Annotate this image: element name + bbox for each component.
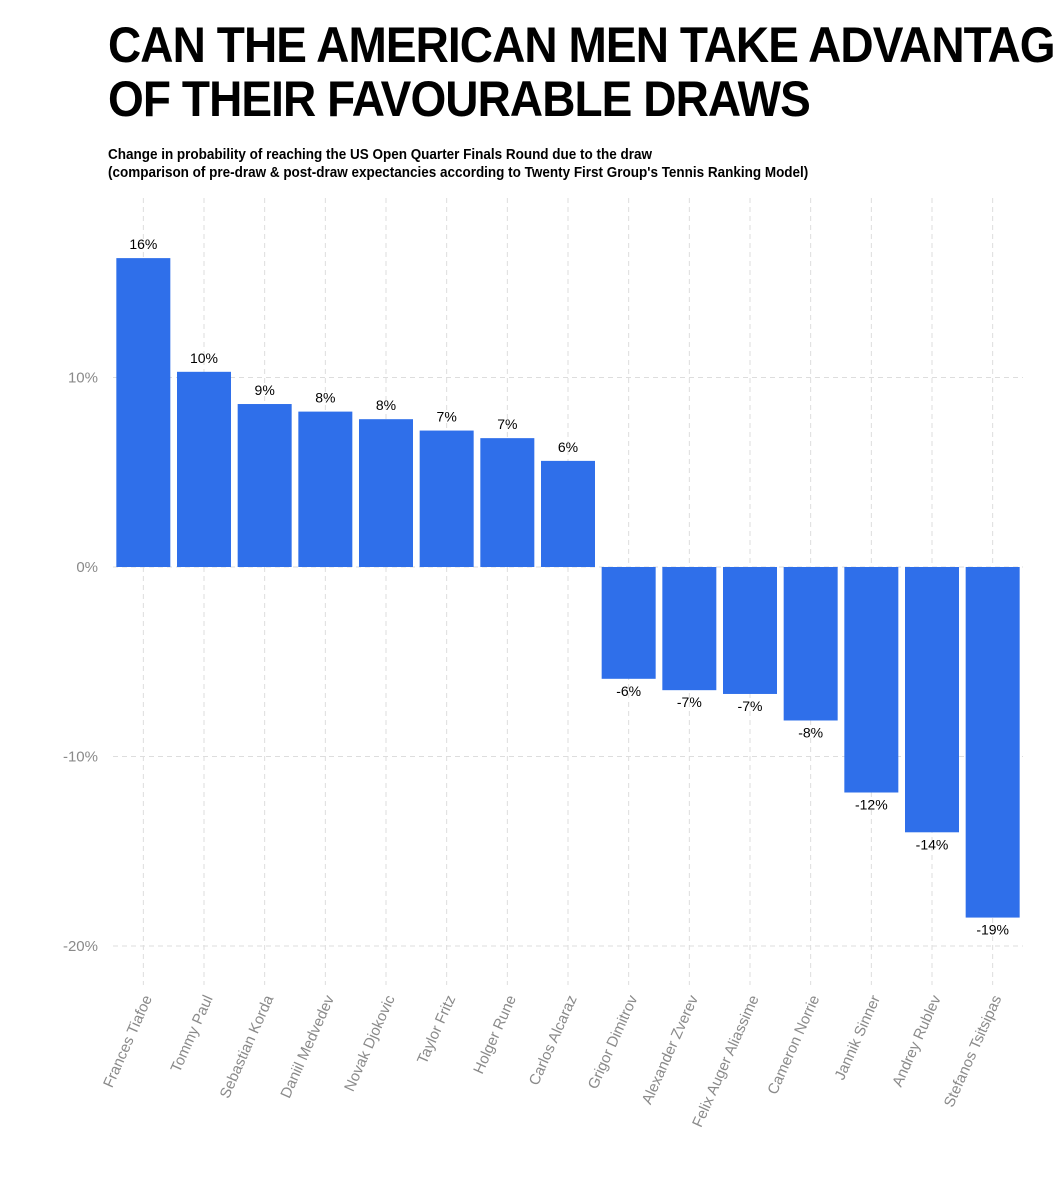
title-line-1: CAN THE AMERICAN MEN TAKE ADVANTAGE	[108, 17, 1053, 73]
x-tick-label: Frances Tiafoe	[100, 993, 156, 1091]
chart-title: CAN THE AMERICAN MEN TAKE ADVANTAGE OF T…	[108, 17, 1053, 127]
bar	[177, 371, 231, 567]
bar	[359, 419, 413, 567]
data-label: 7%	[437, 409, 457, 425]
x-tick-label: Cameron Norrie	[764, 993, 823, 1097]
bar	[844, 567, 899, 793]
x-tick-label: Alexander Zverev	[639, 992, 703, 1107]
data-label: 10%	[190, 350, 218, 366]
bar	[783, 567, 838, 721]
x-tick-label: Novak Djokovic	[341, 992, 399, 1094]
y-tick-label: 10%	[68, 370, 98, 387]
data-label: -7%	[677, 694, 702, 710]
x-tick-label: Carlos Alcaraz	[526, 993, 581, 1088]
data-label: 8%	[315, 390, 335, 406]
chart-subtitle: Change in probability of reaching the US…	[108, 146, 945, 182]
data-label: 6%	[558, 439, 578, 455]
data-label: -8%	[798, 724, 823, 740]
data-label: 9%	[255, 382, 275, 398]
x-tick-label: Sebastian Korda	[217, 992, 278, 1101]
bar	[723, 567, 777, 694]
y-tick-label: 0%	[76, 559, 98, 576]
x-tick-label: Holger Rune	[470, 993, 520, 1077]
y-tick-label: -10%	[63, 749, 98, 766]
bar	[237, 404, 292, 567]
data-label: -19%	[976, 922, 1009, 938]
bar	[480, 438, 535, 567]
bar	[541, 460, 595, 567]
data-label: 8%	[376, 397, 396, 413]
x-tick-label: Daniil Medvedev	[277, 992, 338, 1101]
bar	[601, 567, 656, 679]
x-tick-label: Andrey Rublev	[889, 992, 945, 1089]
bar	[965, 567, 1020, 918]
bar	[298, 411, 353, 567]
data-label: -7%	[738, 698, 763, 714]
bar	[662, 567, 717, 691]
bar	[905, 567, 959, 833]
subtitle-line-1: Change in probability of reaching the US…	[108, 147, 652, 163]
y-tick-label: -20%	[63, 938, 98, 955]
subtitle-line-2: (comparison of pre-draw & post-draw expe…	[108, 165, 809, 181]
x-tick-label: Grigor Dimitrov	[585, 992, 642, 1091]
data-label: -12%	[855, 797, 888, 813]
x-tick-label: Jannik Sinner	[831, 993, 883, 1083]
data-label: 7%	[497, 416, 517, 432]
x-tick-label: Tommy Paul	[168, 993, 217, 1075]
data-label: -14%	[916, 836, 949, 852]
data-label: -6%	[616, 683, 641, 699]
x-tick-label: Taylor Fritz	[414, 993, 459, 1067]
data-label: 16%	[129, 236, 157, 252]
x-tick-label: Stefanos Tsitsipas	[941, 993, 1006, 1110]
bar	[419, 430, 474, 567]
title-line-2: OF THEIR FAVOURABLE DRAWS	[108, 71, 811, 127]
x-tick-label: Felix Auger Aliassime	[689, 993, 763, 1130]
bar	[116, 258, 171, 567]
